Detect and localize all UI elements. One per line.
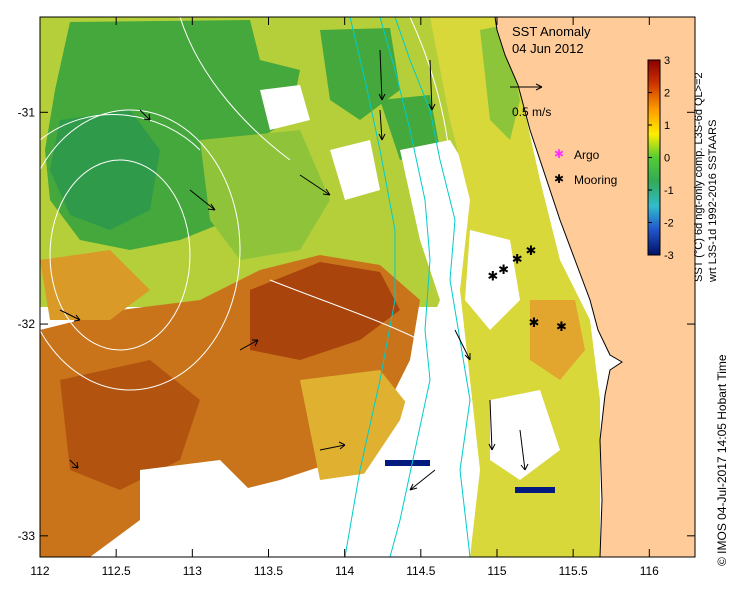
mooring-marker: ✱ [529,315,540,330]
x-tick-label: 114.5 [406,564,435,578]
mooring-marker: ✱ [487,268,498,283]
legend-argo-label: Argo [574,148,600,162]
imos-credit: © IMOS 04-Jul-2017 14:05 Hobart Time [715,354,729,566]
x-axis: 112 112.5 113 113.5 114 114.5 115 115.5 116 [30,17,659,578]
x-tick-label: 116 [640,564,659,578]
marker-legend: ✱ Argo ✱ Mooring [554,147,617,187]
mooring-marker: ✱ [498,262,509,277]
map-date: 04 Jun 2012 [512,41,584,56]
x-tick-label: 113 [183,564,202,578]
current-vectors [59,49,529,491]
colorbar-tick-label: -1 [664,185,674,197]
colorbar-label-line2: wrt L3S-1d 1992-2016 SSTAARS [707,120,719,283]
y-axis: -31-32-33 [18,105,695,543]
colorbar-tick-label: -2 [664,218,674,230]
velocity-scale-label: 0.5 m/s [512,105,551,119]
velocity-scale: 0.5 m/s [510,83,551,119]
colorbar-tick-label: 2 [664,88,670,100]
argo-legend-marker: ✱ [554,147,564,161]
land-mass [494,16,696,558]
x-tick-label: 115 [487,564,506,578]
y-tick-label: -33 [18,529,36,543]
colorbar-tick-label: 0 [664,153,670,165]
x-tick-label: 112 [30,564,49,578]
mooring-marker: ✱ [525,243,536,258]
y-tick-label: -32 [18,317,36,331]
streamlines [40,17,451,391]
colorbar-label-line1: SST (°C) 6d ngt-only comp. L3S-6d QL>=2 [693,72,705,282]
map-title: SST Anomaly [512,24,591,39]
x-tick-label: 113.5 [254,564,283,578]
isobath-lines [344,17,471,557]
colorbar-ticks: 3 2 1 0 -1 -2 -3 [648,55,674,262]
colorbar-tick-label: 3 [664,55,670,67]
x-tick-label: 115.5 [559,564,588,578]
plot-frame [39,16,696,558]
colorbar: 3 2 1 0 -1 -2 -3 SST (°C) 6d ngt-only comp. L3… [647,55,719,283]
legend-mooring-label: Mooring [574,173,617,187]
mooring-legend-marker: ✱ [554,172,564,186]
colorbar-tick-label: -3 [664,250,674,262]
y-tick-label: -31 [18,105,36,119]
mooring-marker: ✱ [512,251,523,266]
mooring-markers: ✱ ✱✱✱✱ ✱ [487,243,567,334]
x-tick-label: 112.5 [102,564,131,578]
mooring-marker: ✱ [556,319,567,334]
x-tick-label: 114 [335,564,354,578]
cloud-gap [330,140,480,557]
sst-anomaly-field [40,17,600,557]
colorbar-tick-label: 1 [664,120,670,132]
